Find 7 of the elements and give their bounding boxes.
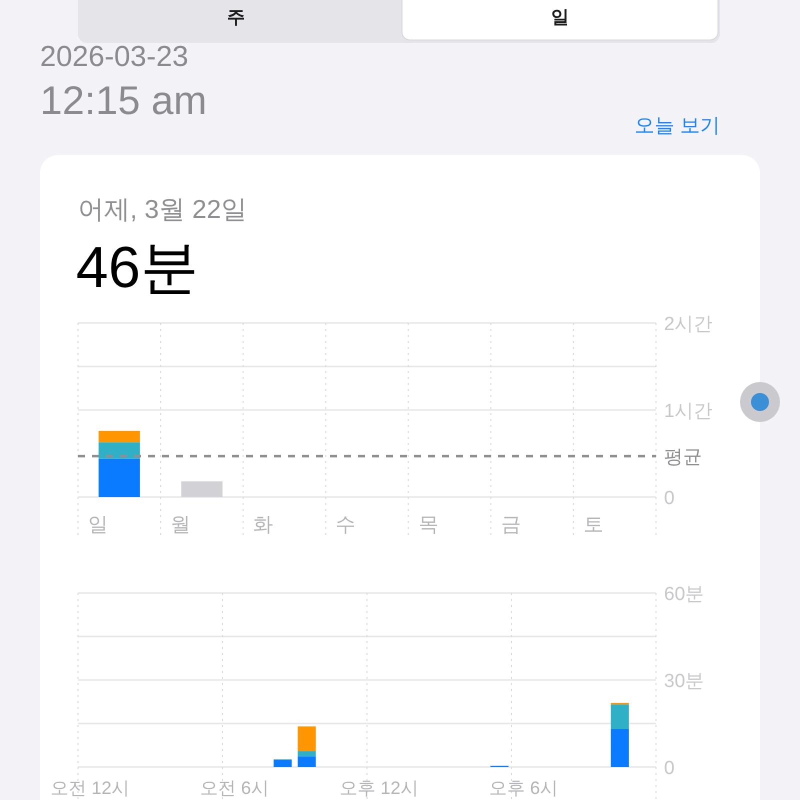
title: 46분 bbox=[76, 235, 199, 300]
annotation: 일 bbox=[551, 7, 569, 27]
annotation: 12:15 am bbox=[40, 79, 207, 123]
subtitle: 어제, 3월 22일 bbox=[78, 194, 248, 224]
annotation: 2026-03-23 bbox=[40, 41, 188, 73]
annotation: 오늘 보기 bbox=[634, 115, 720, 137]
annotation: 주 bbox=[227, 7, 245, 27]
